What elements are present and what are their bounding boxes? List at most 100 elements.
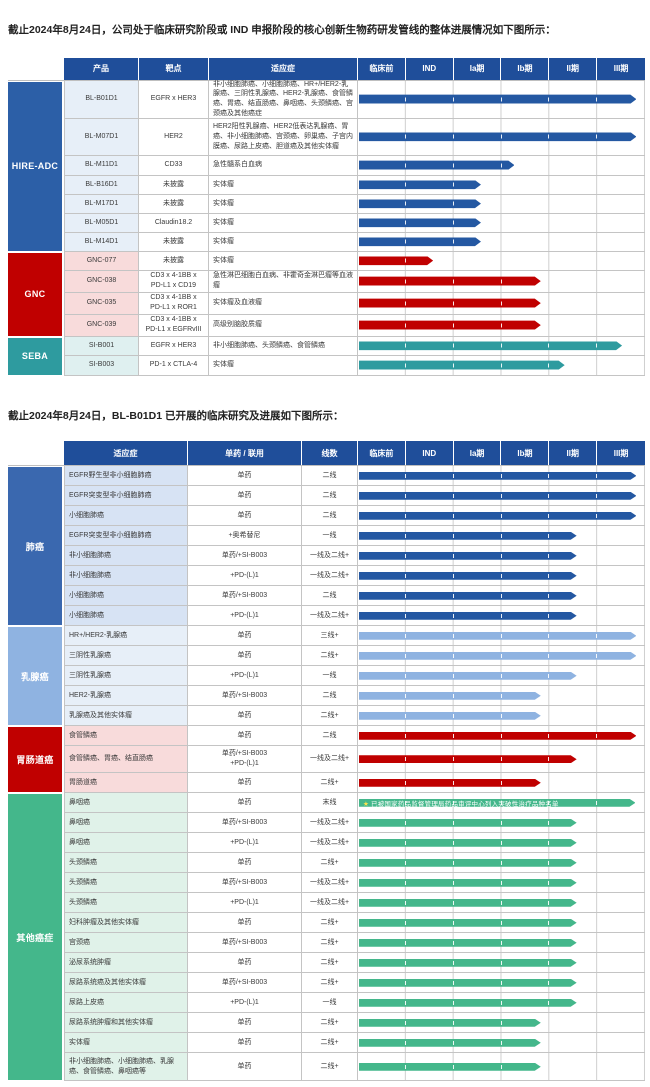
phase-boundary-tick xyxy=(501,301,502,305)
phase-track xyxy=(358,853,645,873)
phase-boundary-tick xyxy=(405,163,406,167)
progress-bar: ★ 已被国家药品监督管理局药品审评中心列入突破性治疗品种名单 xyxy=(359,799,635,807)
mono-combo-cell: 单药 xyxy=(188,793,302,813)
phase-boundary-tick xyxy=(501,841,502,845)
table-row: 小细胞肺癌 单药 二线 xyxy=(64,506,645,527)
table-row: BL-M07D1 HER2 HER2阳性乳腺癌、HER2低表达乳腺癌、胃癌、非小细胞… xyxy=(64,118,645,156)
line-cell: 二线 xyxy=(302,726,358,746)
phase-boundary-tick xyxy=(405,344,406,348)
section2-title: 截止2024年8月24日，BL-B01D1 已开展的临床研究及进展如下图所示： xyxy=(8,409,344,422)
indication-cell: 实体瘤 xyxy=(209,175,358,194)
phase-boundary-tick xyxy=(453,694,454,698)
line-cell: 末线 xyxy=(302,793,358,813)
table-row: 尿路系统肿瘤和其他实体瘤 单药 二线+ xyxy=(64,1013,645,1034)
phase-track xyxy=(358,833,645,853)
progress-bar xyxy=(359,919,577,927)
phase-boundary-tick xyxy=(453,135,454,139)
table-row: 头颈鳞癌 单药/+SI-B003 一线及二线+ xyxy=(64,873,645,894)
target-cell: EGFR x HER3 xyxy=(139,80,209,118)
phase-boundary-tick xyxy=(501,881,502,885)
phase-boundary-tick xyxy=(501,901,502,905)
indication-cell: 尿路系统肿瘤和其他实体瘤 xyxy=(64,1013,188,1033)
mono-combo-cell: 单药/+SI-B003 xyxy=(188,973,302,993)
target-cell: EGFR x HER3 xyxy=(139,336,209,355)
phase-boundary-tick xyxy=(501,734,502,738)
mono-combo-cell: 单药 xyxy=(188,626,302,646)
phase-boundary-tick xyxy=(453,881,454,885)
table-row: BL-M17D1 未披露 实体瘤 xyxy=(64,194,645,214)
indication-cell: 急性淋巴细胞白血病、非霍奇金淋巴瘤等血液瘤 xyxy=(209,270,358,292)
line-cell: 一线及二线+ xyxy=(302,833,358,853)
progress-bar xyxy=(359,180,481,189)
phase-track xyxy=(358,566,645,586)
phase-track xyxy=(358,933,645,953)
mono-combo-cell: 单药 xyxy=(188,646,302,666)
table-row: 头颈鳞癌 单药 二线+ xyxy=(64,853,645,874)
indication-cell: EGFR野生型非小细胞肺癌 xyxy=(64,466,188,486)
phase-boundary-tick xyxy=(501,594,502,598)
phase-boundary-tick xyxy=(453,474,454,478)
phase-boundary-tick xyxy=(453,1021,454,1025)
phase-boundary-tick xyxy=(548,135,549,139)
indication-cell: 急性髓系白血病 xyxy=(209,155,358,175)
section1-title: 截止2024年8月24日，公司处于临床研究阶段或 IND 申报阶段的核心创新生物… xyxy=(8,24,556,36)
product-cell: BL-B16D1 xyxy=(64,175,139,194)
phase-track xyxy=(358,1013,645,1033)
phase-track xyxy=(358,213,645,232)
indication-cell: 实体瘤 xyxy=(209,213,358,232)
phase-boundary-tick xyxy=(501,514,502,518)
progress-bar xyxy=(359,592,577,600)
indication-cell: 实体瘤 xyxy=(64,1033,188,1053)
progress-bar xyxy=(359,472,636,480)
indication-cell: 宫颈癌 xyxy=(64,933,188,953)
phase-boundary-tick xyxy=(501,494,502,498)
group-label: HIRE-ADC xyxy=(8,81,62,251)
phase-track xyxy=(358,1033,645,1053)
phase-track xyxy=(358,466,645,486)
phase-track xyxy=(358,606,645,626)
table-row: 尿路系统癌及其他实体瘤 单药/+SI-B003 二线+ xyxy=(64,973,645,994)
phase-boundary-tick xyxy=(548,1001,549,1005)
phase-boundary-tick xyxy=(548,734,549,738)
phase-boundary-tick xyxy=(405,135,406,139)
phase-boundary-tick xyxy=(548,981,549,985)
phase-boundary-tick xyxy=(453,634,454,638)
phase-track xyxy=(358,546,645,566)
mono-combo-cell: 单药 xyxy=(188,953,302,973)
progress-bar xyxy=(359,692,541,700)
phase-boundary-tick xyxy=(453,301,454,305)
progress-bar xyxy=(359,95,636,104)
phase-boundary-tick xyxy=(453,534,454,538)
phase-boundary-tick xyxy=(405,654,406,658)
product-cell: BL-M11D1 xyxy=(64,155,139,175)
indication-cell: 泌尿系统肿瘤 xyxy=(64,953,188,973)
phase-header-cell: 临床前 xyxy=(358,57,406,80)
indication-cell: 非小细胞肺癌、小细胞肺癌、乳腺癌、食管鳞癌、鼻咽癌等 xyxy=(64,1053,188,1081)
category-group: 乳腺癌 HR+/HER2-乳腺癌 单药 三线+ 三阴性乳腺癌 单药 二线+ 三阴性乳腺癌 +PD… xyxy=(8,626,645,727)
line-cell: 二线+ xyxy=(302,706,358,726)
progress-bar xyxy=(359,859,577,867)
phase-boundary-tick xyxy=(453,240,454,244)
indication-cell: 鼻咽癌 xyxy=(64,793,188,813)
table-row: GNC-038 CD3 x 4-1BB x PD-L1 x CD19 急性淋巴细胞白… xyxy=(64,270,645,293)
mono-combo-cell: 单药/+SI-B003 xyxy=(188,686,302,706)
progress-bar xyxy=(359,959,577,967)
mono-combo-cell: 单药/+SI-B003 xyxy=(188,873,302,893)
indication-cell: 小细胞肺癌 xyxy=(64,606,188,626)
mono-combo-cell: 单药/+SI-B003 xyxy=(188,586,302,606)
table-row: BL-B01D1 EGFR x HER3 非小细胞肺癌、小细胞肺癌、HR+/HER2… xyxy=(64,81,645,119)
phase-track xyxy=(358,336,645,355)
indication-cell: HER2阳性乳腺癌、HER2低表达乳腺癌、胃癌、非小细胞肺癌、宫颈癌、卵巢癌、子… xyxy=(209,118,358,155)
phase-track xyxy=(358,314,645,336)
phase-track xyxy=(358,666,645,686)
mono-combo-cell: +PD-(L)1 xyxy=(188,893,302,913)
phase-boundary-tick xyxy=(501,757,502,761)
phase-boundary-tick xyxy=(501,961,502,965)
table-row: 宫颈癌 单药/+SI-B003 二线+ xyxy=(64,933,645,954)
phase-header-cell: II期 xyxy=(549,57,598,80)
phase-track xyxy=(358,993,645,1013)
phase-boundary-tick xyxy=(453,1041,454,1045)
table-row: 鼻咽癌 单药 末线 ★ 已被国家药品监督管理局药品审评中心列入突破性治疗品种名单 xyxy=(64,793,645,814)
column-header: 靶点 xyxy=(139,57,209,80)
progress-bar xyxy=(359,732,636,740)
